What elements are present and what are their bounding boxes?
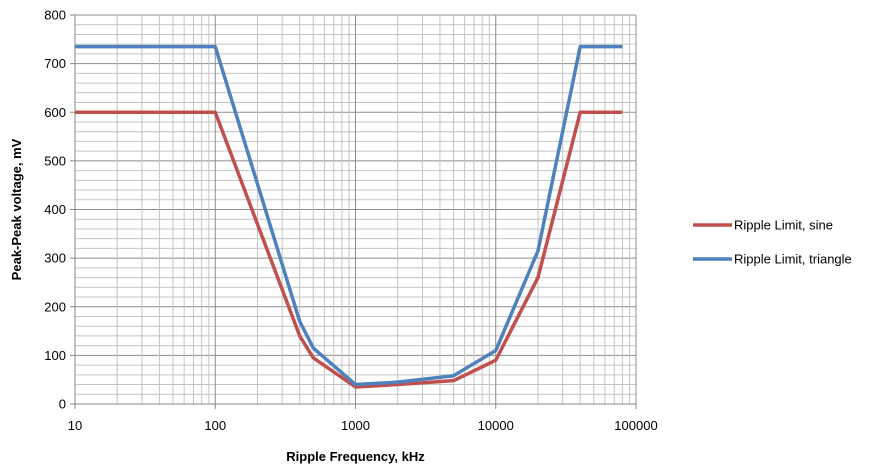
series-line xyxy=(75,110,623,389)
y-tick-label: 500 xyxy=(44,153,66,168)
y-tick-label: 700 xyxy=(44,56,66,71)
tick-labels: 0 100 200 300 400 500 600 700 800 10 100 1000 10000 1… xyxy=(44,8,657,434)
legend-label: Ripple Limit, sine xyxy=(734,218,833,233)
series-line xyxy=(75,44,623,387)
y-tick-label: 800 xyxy=(44,8,66,23)
y-tick-label: 0 xyxy=(59,397,66,412)
y-tick-label: 300 xyxy=(44,251,66,266)
y-tick-label: 400 xyxy=(44,202,66,217)
x-axis-title: Ripple Frequency, kHz xyxy=(286,449,425,464)
y-tick-label: 600 xyxy=(44,105,66,120)
x-tick-label: 10 xyxy=(68,418,82,433)
grid xyxy=(70,14,637,409)
x-tick-label: 100 xyxy=(204,418,226,433)
y-tick-label: 200 xyxy=(44,299,66,314)
x-tick-label: 10000 xyxy=(478,418,514,433)
legend-label: Ripple Limit, triangle xyxy=(734,252,852,267)
x-tick-label: 1000 xyxy=(341,418,370,433)
y-tick-label: 100 xyxy=(44,348,66,363)
series-lines xyxy=(75,44,623,389)
x-tick-label: 100000 xyxy=(614,418,657,433)
y-axis-title: Peak-Peak voltage, mV xyxy=(9,138,24,280)
legend: Ripple Limit, sine Ripple Limit, triangle xyxy=(693,218,852,267)
